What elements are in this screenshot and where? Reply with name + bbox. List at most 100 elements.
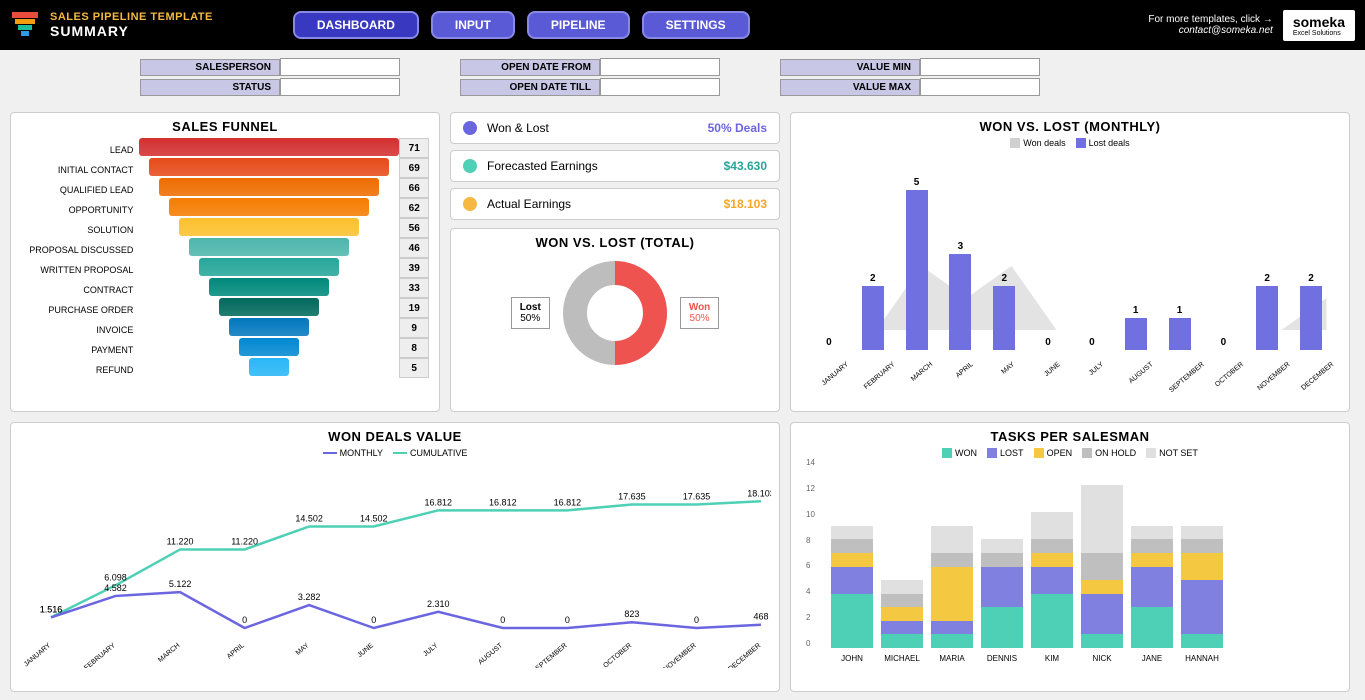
won-value-title: WON DEALS VALUE xyxy=(21,429,769,444)
svg-text:6.098: 6.098 xyxy=(104,572,127,582)
stack-segment xyxy=(931,526,973,553)
donut-panel: WON VS. LOST (TOTAL) Lost 50% Won 50% xyxy=(450,228,780,412)
stat-dot-icon xyxy=(463,159,477,173)
funnel-value: 9 xyxy=(399,318,429,338)
stack-segment xyxy=(1081,580,1123,594)
stat-dot-icon xyxy=(463,197,477,211)
nav-settings[interactable]: SETTINGS xyxy=(642,11,750,39)
funnel-value: 39 xyxy=(399,258,429,278)
salesman-label: MARIA xyxy=(939,654,964,663)
stat-box: Won & Lost50% Deals xyxy=(450,112,780,144)
filter-input[interactable] xyxy=(600,58,720,76)
funnel-value: 5 xyxy=(399,358,429,378)
funnel-stage-label: PURCHASE ORDER xyxy=(21,300,139,320)
filter-label: VALUE MIN xyxy=(780,59,920,76)
stack-segment xyxy=(831,539,873,553)
stack-segment xyxy=(931,567,973,621)
funnel-bar xyxy=(249,358,289,376)
bar-group: 0JULY xyxy=(1072,337,1112,350)
legend-item: CUMULATIVE xyxy=(393,448,467,458)
svg-text:DECEMBER: DECEMBER xyxy=(727,642,762,668)
svg-text:17.635: 17.635 xyxy=(683,492,711,502)
filter-label: SALESPERSON xyxy=(140,59,280,76)
funnel-bar xyxy=(239,338,299,356)
filter-label: OPEN DATE TILL xyxy=(460,79,600,96)
svg-text:JUNE: JUNE xyxy=(357,642,376,659)
stats-column: Won & Lost50% Deals Forecasted Earnings $4… xyxy=(450,112,780,412)
filter-input[interactable] xyxy=(920,78,1040,96)
filter-input[interactable] xyxy=(920,58,1040,76)
filter-input[interactable] xyxy=(600,78,720,96)
bar-group: 0JUNE xyxy=(1028,337,1068,350)
stat-label: Forecasted Earnings xyxy=(487,159,598,173)
won-value-chart: 1.5161.5164.5826.0985.12211.220011.2203.… xyxy=(21,458,771,668)
nav-dashboard[interactable]: DASHBOARD xyxy=(293,11,419,39)
funnel-bar xyxy=(219,298,319,316)
stack-bar: KIM xyxy=(1031,512,1073,648)
funnel-bar xyxy=(209,278,329,296)
legend-item: OPEN xyxy=(1034,448,1073,458)
stack-segment xyxy=(931,621,973,635)
legend-item: ON HOLD xyxy=(1082,448,1136,458)
svg-text:823: 823 xyxy=(624,609,639,619)
funnel-value: 19 xyxy=(399,298,429,318)
won-value-panel: WON DEALS VALUE MONTHLYCUMULATIVE 1.5161… xyxy=(10,422,780,692)
bar-group: 2MAY xyxy=(984,273,1024,350)
svg-text:14.502: 14.502 xyxy=(295,513,323,523)
svg-text:0: 0 xyxy=(565,615,570,625)
funnel-title: SALES FUNNEL xyxy=(21,119,429,134)
stack-segment xyxy=(831,594,873,648)
stack-segment xyxy=(1131,567,1173,608)
more-templates-link[interactable]: For more templates, click → xyxy=(1148,14,1272,25)
stack-segment xyxy=(1081,553,1123,580)
salesman-label: HANNAH xyxy=(1185,654,1219,663)
svg-text:2.310: 2.310 xyxy=(427,599,450,609)
svg-text:18.103: 18.103 xyxy=(747,488,771,498)
bar-group: 0JANUARY xyxy=(809,337,849,350)
funnel-value: 8 xyxy=(399,338,429,358)
bar-group: 5MARCH xyxy=(897,177,937,350)
filter-label: OPEN DATE FROM xyxy=(460,59,600,76)
stat-value: $18.103 xyxy=(724,197,767,211)
funnel-bar xyxy=(189,238,349,256)
stack-segment xyxy=(831,567,873,594)
funnel-stage-label: QUALIFIED LEAD xyxy=(21,180,139,200)
stack-segment xyxy=(931,634,973,648)
stack-segment xyxy=(1031,539,1073,553)
stack-segment xyxy=(1181,539,1223,553)
svg-text:OCTOBER: OCTOBER xyxy=(602,642,633,668)
lost-label-box: Lost 50% xyxy=(511,297,550,329)
filter-input[interactable] xyxy=(280,78,400,96)
contact-email: contact@someka.net xyxy=(1179,25,1273,36)
stat-label: Actual Earnings xyxy=(487,197,571,211)
funnel-logo-icon xyxy=(10,10,40,40)
funnel-panel: SALES FUNNEL LEADINITIAL CONTACTQUALIFIE… xyxy=(10,112,440,412)
stat-value: $43.630 xyxy=(724,159,767,173)
salesman-label: JANE xyxy=(1142,654,1162,663)
svg-text:3.282: 3.282 xyxy=(298,592,321,602)
bar-group: 2FEBRUARY xyxy=(853,273,893,350)
stack-bar: HANNAH xyxy=(1181,526,1223,648)
nav-input[interactable]: INPUT xyxy=(431,11,515,39)
funnel-stage-label: PROPOSAL DISCUSSED xyxy=(21,240,139,260)
tasks-title: TASKS PER SALESMAN xyxy=(801,429,1339,444)
stack-segment xyxy=(981,567,1023,608)
stack-segment xyxy=(1181,553,1223,580)
filter-input[interactable] xyxy=(280,58,400,76)
bar-group: 1SEPTEMBER xyxy=(1160,305,1200,350)
filter-label: VALUE MAX xyxy=(780,79,920,96)
bar-group: 2NOVEMBER xyxy=(1247,273,1287,350)
bar-group: 1AUGUST xyxy=(1116,305,1156,350)
stack-segment xyxy=(1031,594,1073,648)
stack-segment xyxy=(881,580,923,594)
nav-pipeline[interactable]: PIPELINE xyxy=(527,11,630,39)
stat-dot-icon xyxy=(463,121,477,135)
stat-value: 50% Deals xyxy=(708,121,767,135)
legend-item: WON xyxy=(942,448,977,458)
stack-bar: DENNIS xyxy=(981,539,1023,648)
stack-segment xyxy=(1181,580,1223,634)
legend-item: MONTHLY xyxy=(323,448,383,458)
svg-text:0: 0 xyxy=(694,615,699,625)
donut-title: WON VS. LOST (TOTAL) xyxy=(457,235,773,250)
page-subtitle: SUMMARY xyxy=(50,23,213,39)
